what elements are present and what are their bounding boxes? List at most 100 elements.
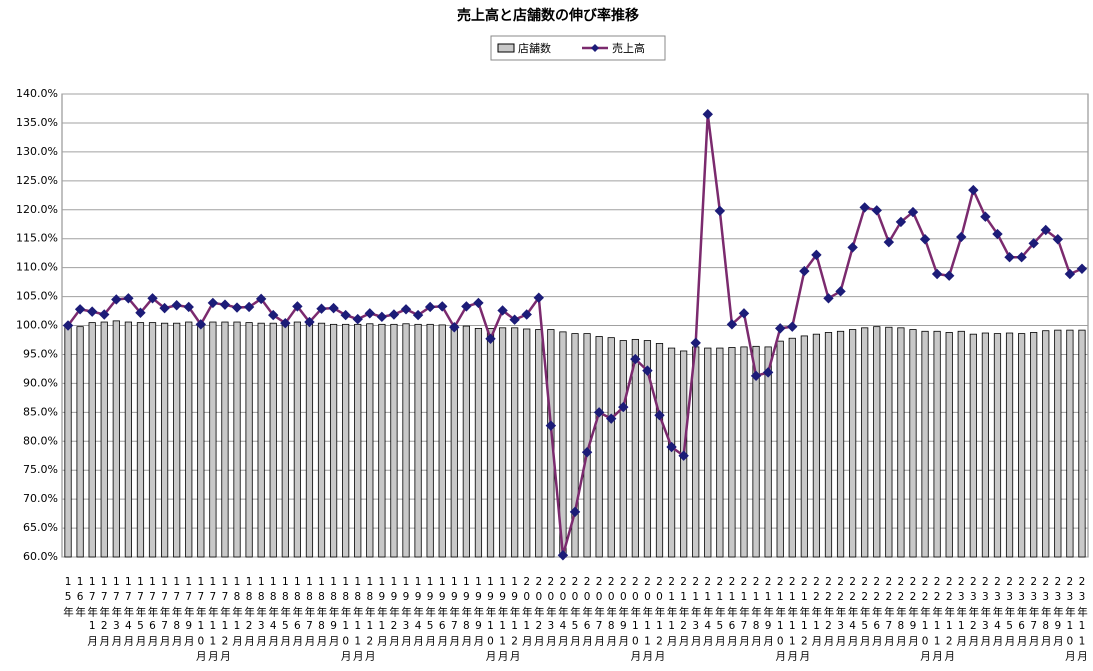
x-tick-label: 21年5月	[714, 576, 726, 649]
y-tick-label: 85.0%	[23, 405, 58, 418]
x-tick-label: 20年8月	[605, 576, 617, 649]
x-tick-label: 20年2月	[533, 576, 545, 649]
marker	[557, 550, 569, 561]
x-tick-label: 20年12月	[653, 576, 665, 664]
marker	[823, 293, 834, 304]
bar	[716, 347, 724, 558]
bar	[631, 338, 639, 558]
bar	[752, 345, 760, 558]
marker	[907, 206, 919, 218]
x-tick-label: 20年11月	[641, 576, 653, 664]
x-tick-label: 22年11月	[931, 576, 943, 664]
x-tick-label: 18年6月	[291, 576, 303, 649]
x-tick-label: 22年6月	[871, 576, 883, 649]
marker	[569, 506, 581, 518]
x-tick-label: 18年11月	[352, 576, 364, 664]
y-tick-label: 105.0%	[16, 290, 58, 303]
marker	[774, 323, 786, 334]
bar	[897, 327, 905, 558]
marker	[581, 447, 593, 458]
bar	[474, 327, 483, 558]
x-tick-label: 18年5月	[279, 576, 291, 649]
marker	[642, 365, 653, 376]
x-tick-label: 17年4月	[122, 576, 134, 649]
x-tick-label: 17年6月	[147, 576, 159, 649]
marker	[1016, 252, 1027, 263]
bar	[197, 323, 205, 558]
bar	[233, 321, 241, 558]
x-tick-label: 18年10月	[340, 576, 352, 664]
bar	[776, 340, 784, 558]
bar	[861, 327, 869, 558]
x-tick-label: 23年9月	[1052, 576, 1064, 649]
marker	[328, 302, 339, 314]
marker	[364, 308, 376, 319]
y-tick-label: 70.0%	[23, 492, 58, 505]
bar	[824, 332, 833, 558]
y-tick-label: 100.0%	[16, 319, 58, 332]
x-tick-label: 19年10月	[485, 576, 497, 664]
marker	[666, 441, 677, 453]
y-tick-label: 135.0%	[16, 116, 58, 129]
bar	[921, 330, 929, 558]
marker	[485, 333, 496, 345]
bar	[885, 326, 893, 558]
y-tick-label: 130.0%	[16, 145, 58, 158]
x-tick-label: 20年7月	[593, 576, 605, 649]
bar	[704, 347, 712, 558]
bar	[1054, 329, 1062, 558]
bar	[100, 321, 108, 558]
x-tick-label: 22年4月	[847, 576, 859, 649]
bar	[607, 337, 615, 558]
marker	[931, 268, 943, 280]
bar	[221, 321, 229, 558]
bar	[993, 333, 1002, 558]
y-tick-label: 90.0%	[23, 376, 58, 389]
x-tick-label: 21年11月	[786, 576, 798, 664]
x-tick-label: 17年11月	[207, 576, 219, 664]
bar	[317, 322, 326, 558]
marker	[159, 302, 170, 314]
x-tick-label: 21年8月	[750, 576, 762, 649]
marker	[316, 303, 327, 314]
x-tick-label: 19年7月	[448, 576, 460, 649]
bar	[148, 322, 157, 558]
bar	[450, 325, 458, 558]
bar	[667, 347, 676, 558]
marker	[835, 286, 846, 297]
bar	[136, 322, 145, 558]
x-tick-label: 19年6月	[436, 576, 448, 649]
x-tick-label: 20年9月	[617, 576, 629, 649]
y-tick-label: 95.0%	[23, 347, 58, 360]
x-tick-label: 23年8月	[1040, 576, 1052, 649]
x-tick-label: 23年10月	[1064, 576, 1076, 664]
x-tick-label: 19年9月	[472, 576, 484, 649]
y-tick-label: 80.0%	[23, 434, 58, 447]
x-tick-label: 18年9月	[328, 576, 340, 649]
marker	[871, 205, 882, 216]
x-tick-label: 19年8月	[460, 576, 472, 649]
bar	[64, 325, 72, 558]
bar	[1042, 330, 1050, 558]
bar	[788, 337, 796, 558]
marker	[593, 407, 605, 418]
bar	[269, 322, 277, 558]
bar	[945, 332, 953, 558]
bar	[245, 322, 253, 558]
marker	[980, 211, 991, 222]
x-tick-label: 23年3月	[979, 576, 991, 649]
marker	[1052, 234, 1064, 245]
x-tick-label: 22年2月	[822, 576, 834, 649]
marker	[521, 309, 532, 320]
marker	[412, 309, 424, 321]
bar	[547, 329, 555, 558]
x-tick-label: 17年10月	[195, 576, 207, 664]
bar	[342, 323, 350, 558]
bar	[523, 328, 531, 558]
x-tick-label: 21年12月	[798, 576, 810, 664]
x-tick-label: 18年7月	[303, 576, 315, 649]
bar	[76, 326, 84, 558]
bar	[426, 323, 434, 558]
marker	[883, 236, 895, 248]
x-tick-label: 17年9月	[183, 576, 195, 649]
